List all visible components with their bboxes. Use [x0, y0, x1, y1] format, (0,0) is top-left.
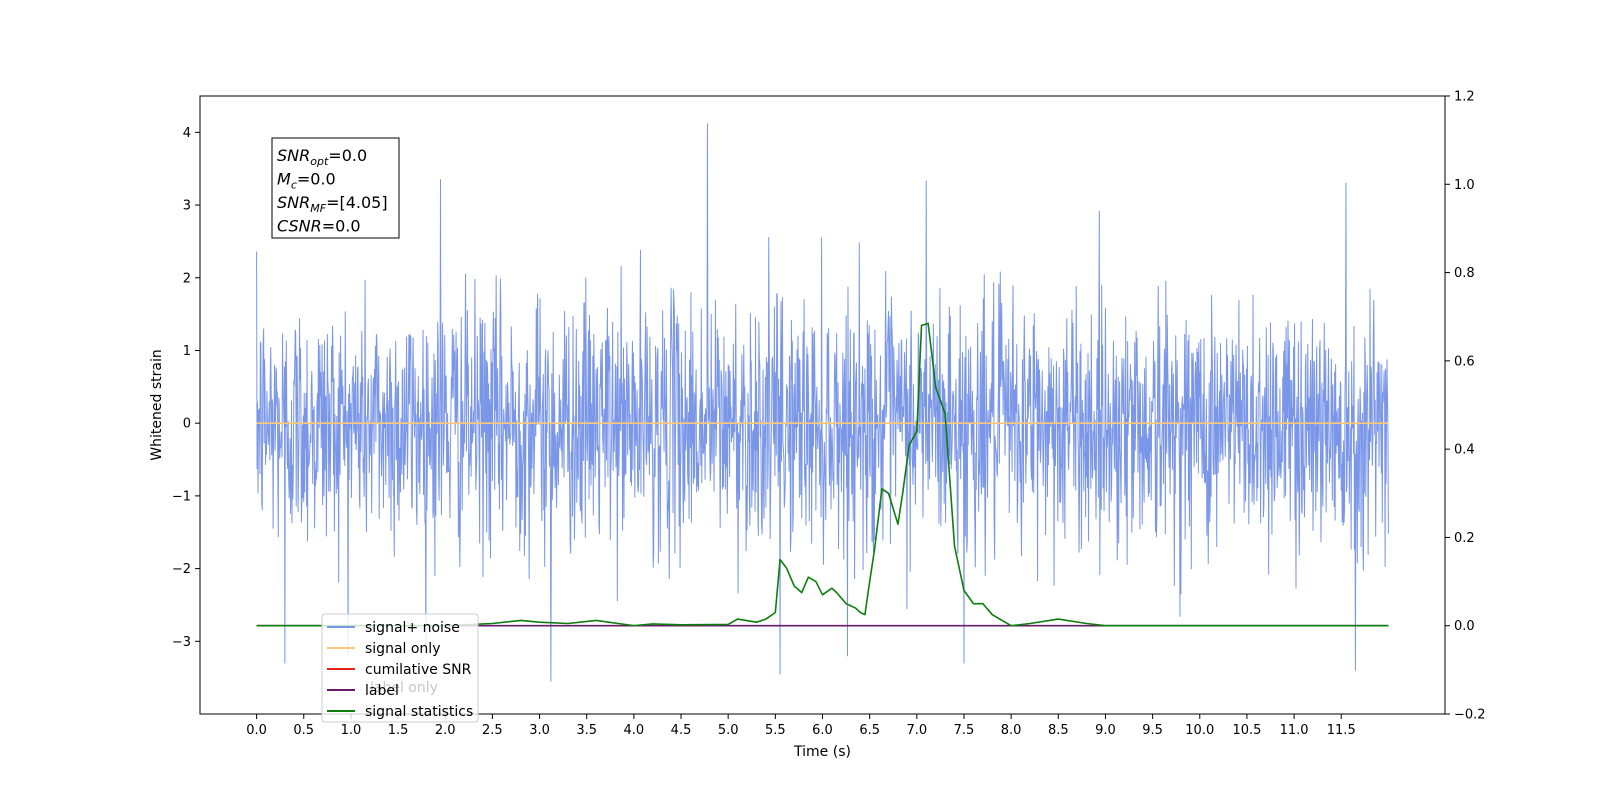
stats-line: Mc=0.0 [277, 170, 336, 192]
x-axis-label: Time (s) [793, 744, 851, 760]
x-tick-label: 11.5 [1327, 723, 1356, 738]
stats-line: SNRMF=[4.05] [277, 193, 388, 215]
text-layer: 0.0 0.5 1.0 1.5 2.0 2.5 3.0 3.5 4.0 4.5 5.0 5.5 6.0 6… [149, 90, 1486, 761]
y-tick-label: 3 [183, 199, 191, 214]
x-tick-label: 10.0 [1185, 723, 1214, 738]
x-tick-label: 5.5 [765, 723, 786, 738]
legend-entry: signal only [365, 641, 440, 657]
x-tick-label: 8.0 [1001, 723, 1022, 738]
x-tick-label: 3.5 [576, 723, 597, 738]
x-tick-label: 0.5 [293, 723, 314, 738]
stats-box [271, 137, 400, 239]
legend-entry: cumilative SNR [365, 662, 472, 678]
y2-tick-label: −0.2 [1454, 708, 1486, 723]
y-tick-label: 2 [183, 271, 191, 286]
legend-entry: label [365, 683, 399, 699]
legend-overlap-text: label only [370, 680, 438, 696]
y2-tick-label: 1.2 [1454, 90, 1475, 105]
x-tick-label: 10.5 [1232, 723, 1261, 738]
x-tick-label: 1.0 [341, 723, 362, 738]
y2-tick-label: 1.0 [1454, 178, 1475, 193]
stats-line: CSNR=0.0 [277, 217, 361, 236]
x-tick-label: 11.0 [1280, 723, 1309, 738]
y2-tick-label: 0.2 [1454, 531, 1475, 546]
y-tick-label: −3 [172, 635, 191, 650]
x-tick-label: 2.5 [482, 723, 503, 738]
x-tick-label: 8.5 [1048, 723, 1069, 738]
x-tick-label: 6.5 [859, 723, 880, 738]
x-tick-label: 9.5 [1142, 723, 1163, 738]
y2-tick-label: 0.8 [1454, 266, 1475, 281]
y-tick-label: −1 [172, 489, 191, 504]
y-tick-label: 1 [183, 344, 191, 359]
series-line-signal-statistics [256, 322, 1389, 627]
y-tick-label: −2 [172, 562, 191, 577]
x-tick-label: 6.0 [812, 723, 833, 738]
x-tick-label: 9.0 [1095, 723, 1116, 738]
y-axis-label: Whitened strain [149, 349, 165, 460]
x-tick-label: 7.0 [906, 723, 927, 738]
stats-line: SNRopt=0.0 [277, 146, 367, 168]
x-tick-label: 4.0 [624, 723, 645, 738]
x-tick-label: 7.5 [954, 723, 975, 738]
x-tick-label: 5.0 [718, 723, 739, 738]
y2-tick-label: 0.0 [1454, 619, 1475, 634]
x-tick-label: 2.0 [435, 723, 456, 738]
y2-tick-label: 0.4 [1454, 443, 1475, 458]
series-line-signal-noise [256, 123, 1389, 682]
y-tick-label: 0 [183, 417, 191, 432]
x-tick-label: 1.5 [388, 723, 409, 738]
legend [321, 613, 479, 723]
y-tick-label: 4 [183, 126, 191, 141]
y2-tick-label: 0.6 [1454, 354, 1475, 369]
x-tick-label: 0.0 [246, 723, 267, 738]
x-tick-label: 3.0 [529, 723, 550, 738]
legend-entry: signal statistics [365, 704, 473, 720]
x-tick-label: 4.5 [671, 723, 692, 738]
legend-entry: signal+ noise [365, 620, 460, 636]
